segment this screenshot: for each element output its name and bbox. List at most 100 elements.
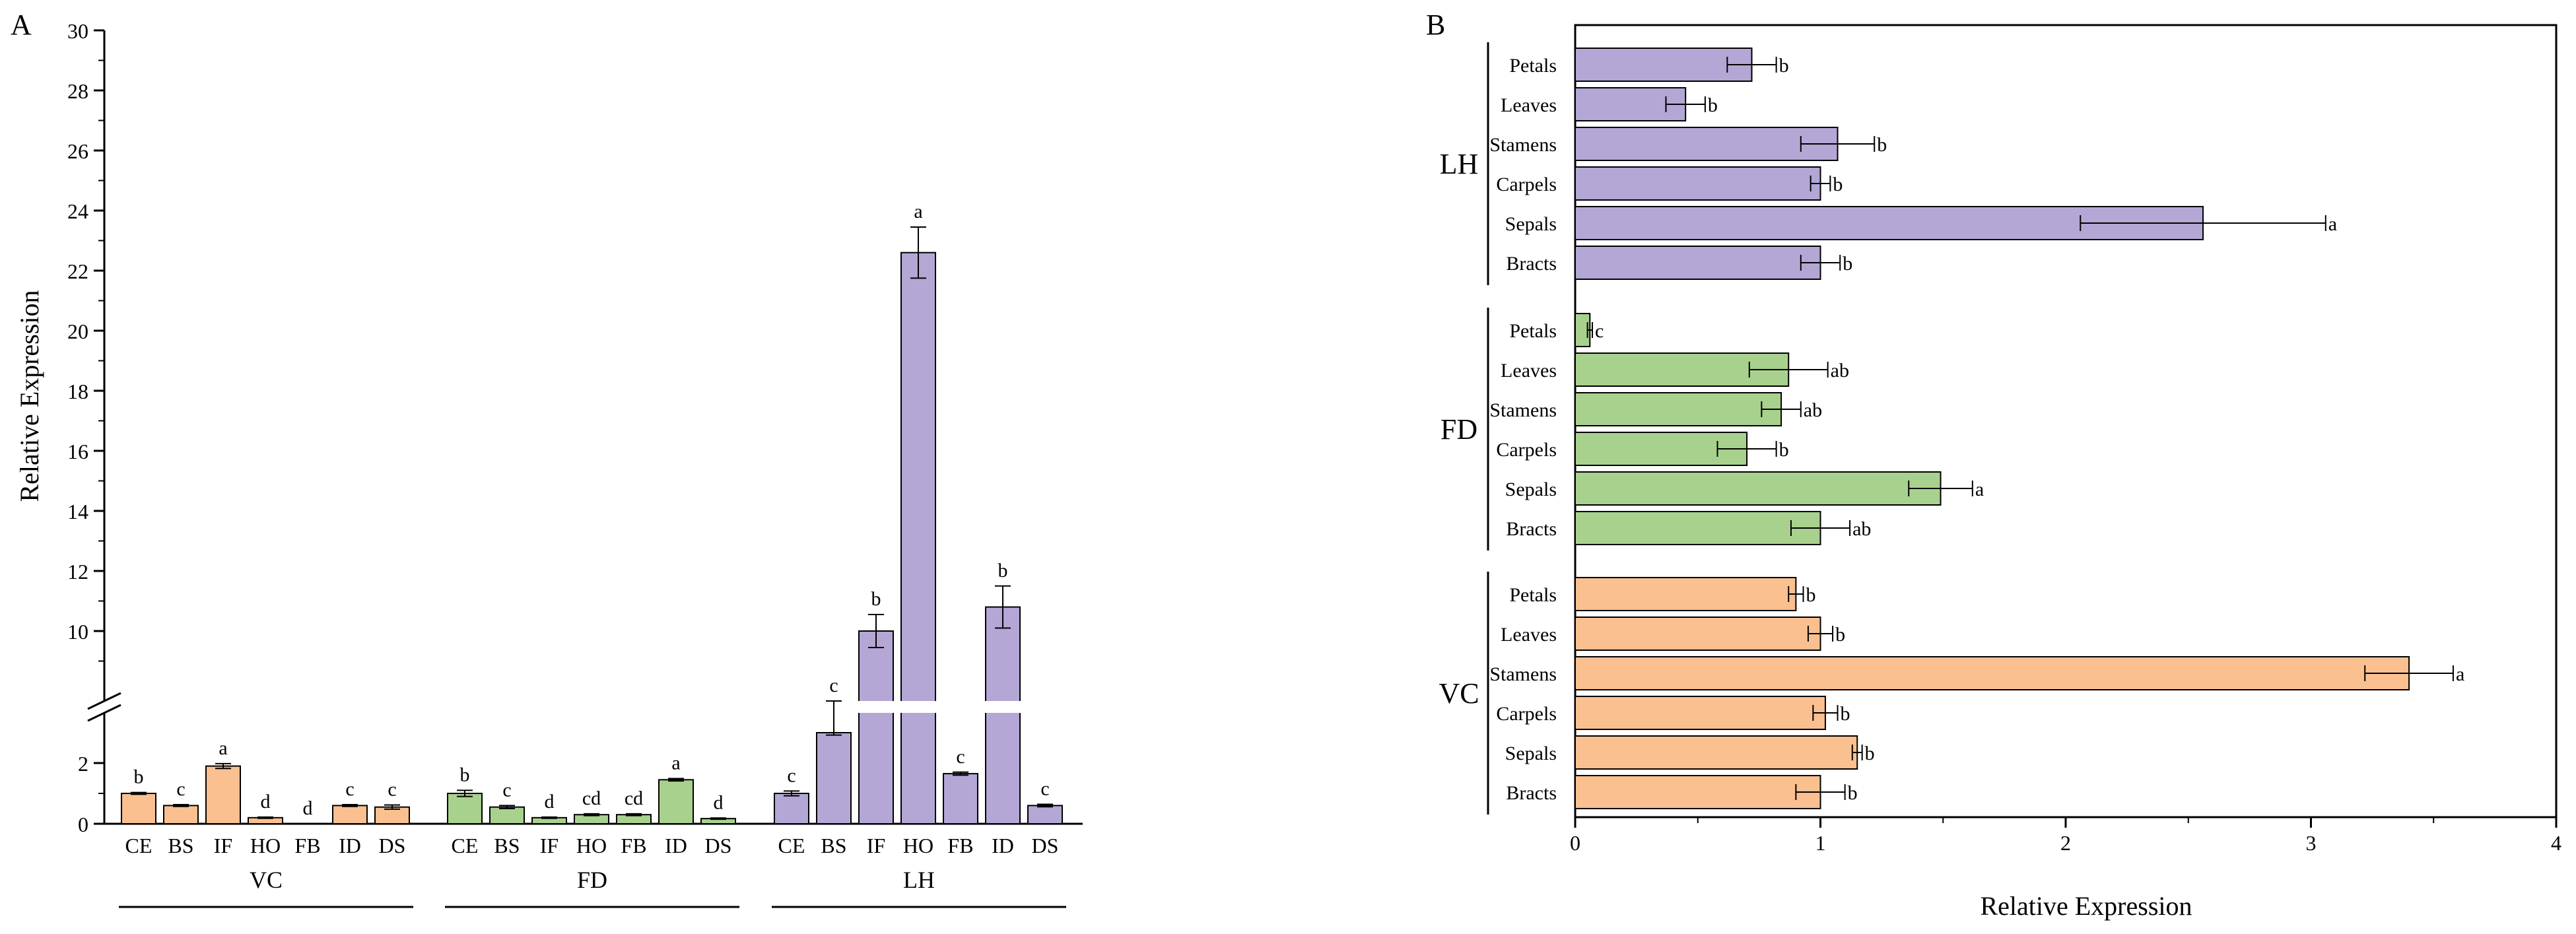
bar-LH-Stamens: [1575, 127, 1839, 161]
significance-letter: c: [787, 764, 796, 786]
significance-letter: d: [303, 797, 313, 819]
bar-FD-ID: [658, 779, 694, 825]
bar-break-gap: [856, 701, 896, 713]
significance-letter: a: [671, 752, 680, 774]
significance-letter: b: [1806, 584, 1815, 606]
significance-letter: b: [1865, 743, 1875, 764]
bar-LH-DS: [1027, 805, 1063, 825]
significance-letter: b: [998, 560, 1008, 582]
bar-VC-Sepals: [1575, 735, 1858, 770]
y-category-label: Bracts: [1506, 518, 1557, 540]
bar-FD-CE: [447, 793, 483, 824]
bar-VC-Carpels: [1575, 696, 1826, 730]
significance-letter: b: [1877, 134, 1887, 156]
significance-letter: c: [345, 778, 354, 800]
x-tick-label: ID: [992, 834, 1014, 857]
panel-a-label: A: [11, 9, 32, 41]
y-category-label: Petals: [1509, 55, 1557, 77]
bar-VC-Leaves: [1575, 617, 1821, 651]
significance-letter: b: [1848, 782, 1858, 804]
bar-FD-Bracts: [1575, 511, 1821, 545]
y-category-label: Bracts: [1506, 253, 1557, 275]
significance-letter: cd: [582, 787, 601, 809]
y-tick-label: 18: [67, 380, 88, 403]
y-tick-label: 16: [67, 440, 88, 463]
significance-letter: b: [134, 766, 144, 788]
y-category-label: Bracts: [1506, 782, 1557, 804]
significance-letter: a: [2328, 213, 2337, 235]
x-tick-label: 2: [2060, 831, 2071, 855]
bar-LH-BS: [816, 732, 852, 824]
axis-break-mark: [87, 692, 121, 710]
bar-LH-HO: [900, 251, 936, 824]
x-tick-label: IF: [214, 834, 232, 857]
x-tick-label: HO: [576, 834, 607, 857]
x-tick-label: BS: [494, 834, 520, 857]
x-tick-label: 3: [2306, 831, 2317, 855]
y-tick-label: 28: [67, 79, 88, 103]
significance-letter: c: [388, 778, 396, 800]
y-category-label: Petals: [1509, 320, 1557, 342]
bar-VC-BS: [163, 805, 199, 825]
x-tick-label: CE: [125, 834, 153, 857]
bar-VC-CE: [121, 793, 156, 824]
significance-letter: c: [1040, 778, 1049, 800]
y-category-label: Sepals: [1505, 479, 1557, 500]
y-tick-label: 20: [67, 319, 88, 343]
panel-b-chart: 0 1 2 3 4 b Petals b Leaves b Stamens b Carpels a Sepa…: [1434, 24, 2561, 855]
significance-letter: c: [176, 778, 185, 800]
x-tick-label: BS: [168, 834, 193, 857]
significance-letter: b: [1779, 55, 1789, 77]
group-label: FD: [577, 867, 607, 893]
x-tick-label: 1: [1815, 831, 1826, 855]
y-category-label: Leaves: [1501, 94, 1557, 116]
x-tick-label: IF: [540, 834, 559, 857]
x-tick-label: CE: [452, 834, 479, 857]
x-tick-label: FB: [294, 834, 320, 857]
bar-VC-Bracts: [1575, 775, 1821, 809]
bar-break-gap: [983, 701, 1023, 713]
y-category-label: Stamens: [1489, 663, 1557, 685]
x-tick-label: 0: [1570, 831, 1580, 855]
bar-LH-ID: [985, 606, 1021, 824]
significance-letter: b: [1779, 439, 1789, 461]
axis-break-mark: [87, 704, 121, 722]
bar-VC-Stamens: [1575, 656, 2410, 690]
significance-letter: cd: [625, 787, 643, 809]
significance-letter: c: [502, 779, 511, 801]
bar-VC-Petals: [1575, 577, 1797, 611]
x-tick-label: ID: [665, 834, 687, 857]
group-label: LH: [1440, 148, 1479, 180]
significance-letter: ab: [1852, 518, 1871, 540]
y-tick-label: 10: [67, 620, 88, 644]
y-category-label: Carpels: [1496, 174, 1557, 195]
significance-letter: ab: [1831, 360, 1849, 382]
significance-letter: b: [1708, 94, 1718, 116]
group-label: LH: [903, 867, 935, 893]
y-tick-label: 30: [67, 19, 88, 43]
significance-letter: d: [714, 791, 724, 813]
y-category-label: Sepals: [1505, 743, 1557, 764]
y-tick-label: 24: [67, 199, 88, 223]
bar-LH-Carpels: [1575, 166, 1821, 201]
y-category-label: Leaves: [1501, 360, 1557, 382]
significance-letter: a: [914, 201, 922, 222]
bar-break-gap: [898, 701, 938, 713]
significance-letter: b: [460, 764, 470, 785]
panel-b-label: B: [1426, 9, 1445, 41]
bar-LH-CE: [774, 793, 809, 824]
x-tick-label: IF: [867, 834, 885, 857]
group-label: VC: [250, 867, 283, 893]
significance-letter: a: [2456, 663, 2464, 685]
panel-b-x-axis-label: Relative Expression: [1980, 891, 2192, 921]
x-tick-label: 4: [2551, 831, 2561, 855]
bar-LH-Petals: [1575, 48, 1753, 82]
x-tick-label: FB: [947, 834, 973, 857]
bar-VC-ID: [332, 805, 368, 825]
panel-a-chart: 0 2 10 12 14 16 18 20 22 24 26 28 30 b CE c BS a IF d HO d FB c…: [67, 19, 1083, 908]
bar-FD-Sepals: [1575, 471, 1942, 506]
x-tick-label: DS: [705, 834, 732, 857]
significance-letter: c: [1595, 320, 1604, 342]
bar-FD-BS: [489, 806, 525, 824]
